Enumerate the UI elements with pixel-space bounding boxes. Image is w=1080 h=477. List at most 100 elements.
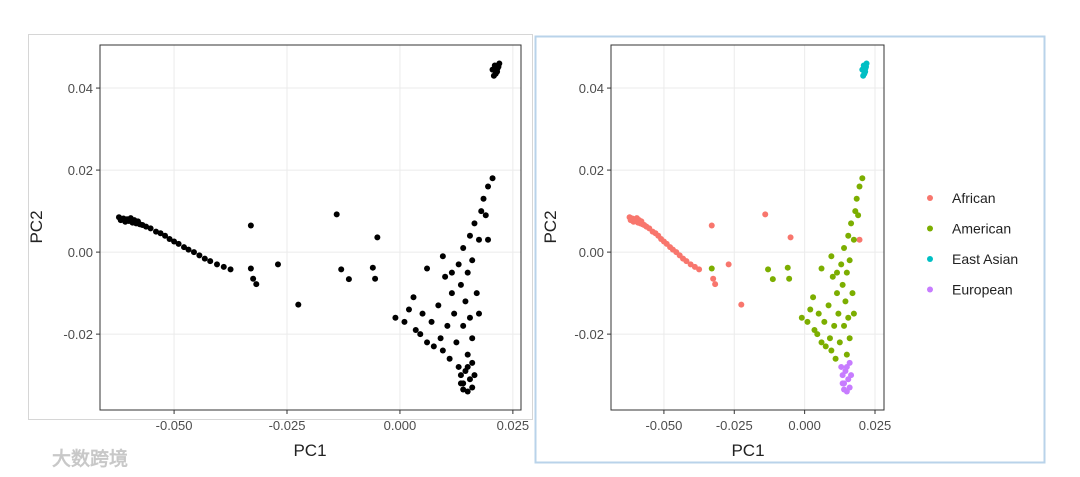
y-tick-label: 0.02 <box>579 163 604 178</box>
point <box>807 306 814 313</box>
point <box>196 252 203 259</box>
point <box>853 195 860 202</box>
point <box>175 240 182 247</box>
point <box>392 314 399 321</box>
point <box>829 273 836 280</box>
legend-swatch <box>927 256 933 262</box>
point <box>843 351 850 358</box>
point <box>496 60 503 67</box>
point <box>822 343 829 350</box>
point <box>828 253 835 260</box>
point <box>738 301 745 308</box>
point <box>462 298 469 305</box>
point <box>786 275 793 282</box>
point <box>143 223 150 230</box>
point <box>810 294 817 301</box>
point <box>489 175 496 182</box>
point <box>825 302 832 309</box>
point <box>784 264 791 271</box>
point <box>401 318 408 325</box>
legend-label: European <box>952 282 1013 298</box>
point <box>439 347 446 354</box>
point <box>842 298 849 305</box>
point <box>412 327 419 334</box>
point <box>469 257 476 264</box>
y-tick-label: 0.02 <box>68 163 93 178</box>
point <box>838 363 845 370</box>
point <box>710 275 717 282</box>
point <box>424 265 431 272</box>
y-axis-title: PC2 <box>27 210 46 243</box>
point <box>848 220 855 227</box>
point <box>473 290 480 297</box>
point <box>466 376 473 383</box>
point <box>253 281 260 288</box>
point <box>171 238 178 245</box>
point <box>466 314 473 321</box>
point <box>850 310 857 317</box>
legend-swatch <box>927 225 933 232</box>
point <box>712 281 719 288</box>
point <box>295 301 302 308</box>
point <box>250 275 257 282</box>
point <box>439 253 446 260</box>
point <box>446 355 453 362</box>
y-tick-label: 0.00 <box>68 245 93 260</box>
point <box>457 372 464 379</box>
point <box>821 318 828 325</box>
point <box>818 339 825 346</box>
point <box>464 388 471 395</box>
point <box>855 212 862 219</box>
point <box>787 234 794 241</box>
point <box>838 261 845 268</box>
point <box>190 249 197 256</box>
legend-label: East Asian <box>952 251 1018 267</box>
point <box>455 261 462 268</box>
x-tick-label: -0.025 <box>716 418 753 433</box>
point <box>480 195 487 202</box>
point <box>846 335 853 342</box>
point <box>839 281 846 288</box>
point <box>181 244 188 251</box>
point <box>460 245 467 252</box>
point <box>478 208 485 215</box>
point <box>725 261 732 268</box>
point <box>464 269 471 276</box>
point <box>442 273 449 280</box>
point <box>166 235 173 242</box>
y-tick-label: 0.04 <box>68 81 93 96</box>
point <box>765 266 772 273</box>
point <box>485 236 492 243</box>
y-tick-label: 0.00 <box>579 245 604 260</box>
x-tick-label: -0.050 <box>645 418 682 433</box>
point <box>860 72 867 79</box>
point <box>448 290 455 297</box>
legend-swatch <box>927 195 933 201</box>
panel-border <box>99 44 522 411</box>
legend-swatch <box>927 286 933 293</box>
panel-border <box>610 44 885 411</box>
point <box>453 339 460 346</box>
point <box>843 269 850 276</box>
point <box>185 246 192 253</box>
point <box>345 276 352 283</box>
point <box>435 302 442 309</box>
x-tick-label: 0.000 <box>384 418 417 433</box>
y-axis-title: PC2 <box>541 210 560 243</box>
point <box>410 294 417 301</box>
point <box>831 322 838 329</box>
point <box>818 265 825 272</box>
point <box>374 234 381 241</box>
point <box>457 380 464 387</box>
point <box>460 322 467 329</box>
point <box>471 372 478 379</box>
point <box>862 65 869 72</box>
point <box>338 266 345 273</box>
point <box>814 331 821 338</box>
point <box>833 290 840 297</box>
point <box>247 265 254 272</box>
point <box>457 281 464 288</box>
point <box>494 65 501 72</box>
point <box>490 72 497 79</box>
